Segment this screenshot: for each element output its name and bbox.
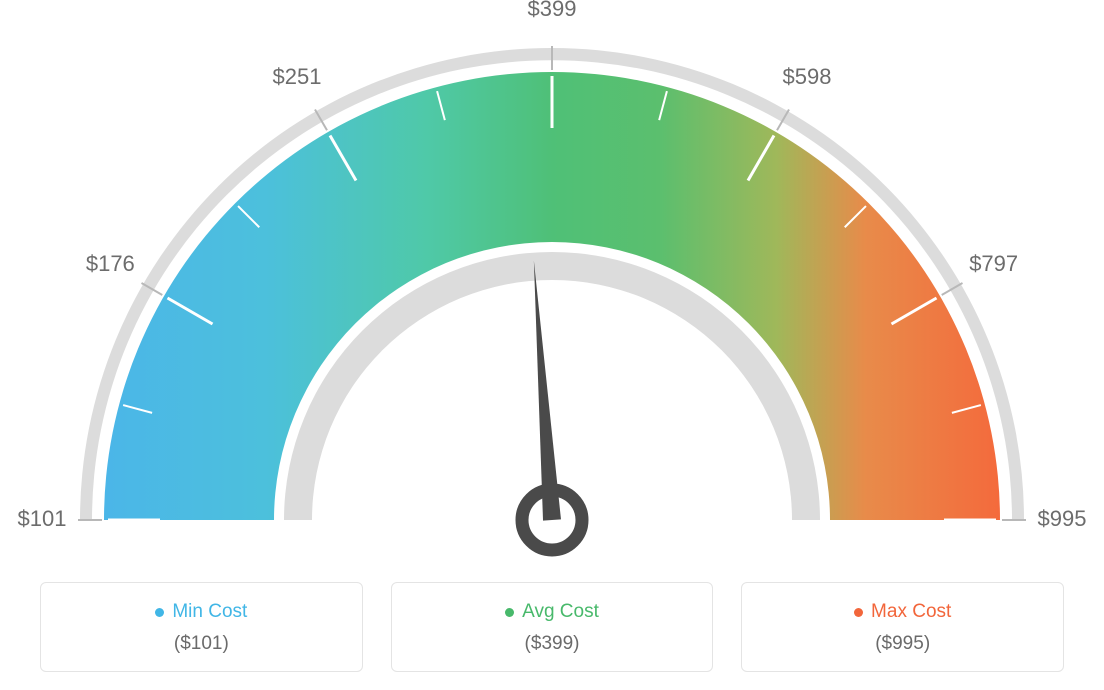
legend-row: Min Cost ($101) Avg Cost ($399) Max Cost ($99… bbox=[0, 582, 1104, 672]
needle bbox=[534, 261, 561, 521]
legend-card: Min Cost ($101) bbox=[40, 582, 363, 672]
legend-title: Min Cost bbox=[155, 601, 247, 623]
legend-dot-icon bbox=[854, 608, 863, 617]
legend-title: Avg Cost bbox=[505, 601, 599, 623]
gauge-chart: $101 $176 $251 $399 $598 $797 $995 bbox=[0, 0, 1104, 560]
legend-card: Avg Cost ($399) bbox=[391, 582, 714, 672]
legend-value: ($399) bbox=[402, 633, 703, 655]
legend-dot-icon bbox=[505, 608, 514, 617]
scale-label: $598 bbox=[783, 64, 832, 89]
scale-label: $176 bbox=[86, 251, 135, 276]
scale-label: $251 bbox=[273, 64, 322, 89]
scale-label: $797 bbox=[969, 251, 1018, 276]
legend-label: Max Cost bbox=[871, 601, 951, 623]
legend-title: Max Cost bbox=[854, 601, 951, 623]
legend-label: Avg Cost bbox=[522, 601, 599, 623]
gauge-container: $101 $176 $251 $399 $598 $797 $995 bbox=[0, 0, 1104, 560]
legend-dot-icon bbox=[155, 608, 164, 617]
legend-card: Max Cost ($995) bbox=[741, 582, 1064, 672]
scale-label: $399 bbox=[528, 0, 577, 21]
legend-label: Min Cost bbox=[172, 601, 247, 623]
legend-value: ($995) bbox=[752, 633, 1053, 655]
scale-label: $995 bbox=[1038, 506, 1087, 531]
legend-value: ($101) bbox=[51, 633, 352, 655]
scale-label: $101 bbox=[18, 506, 67, 531]
